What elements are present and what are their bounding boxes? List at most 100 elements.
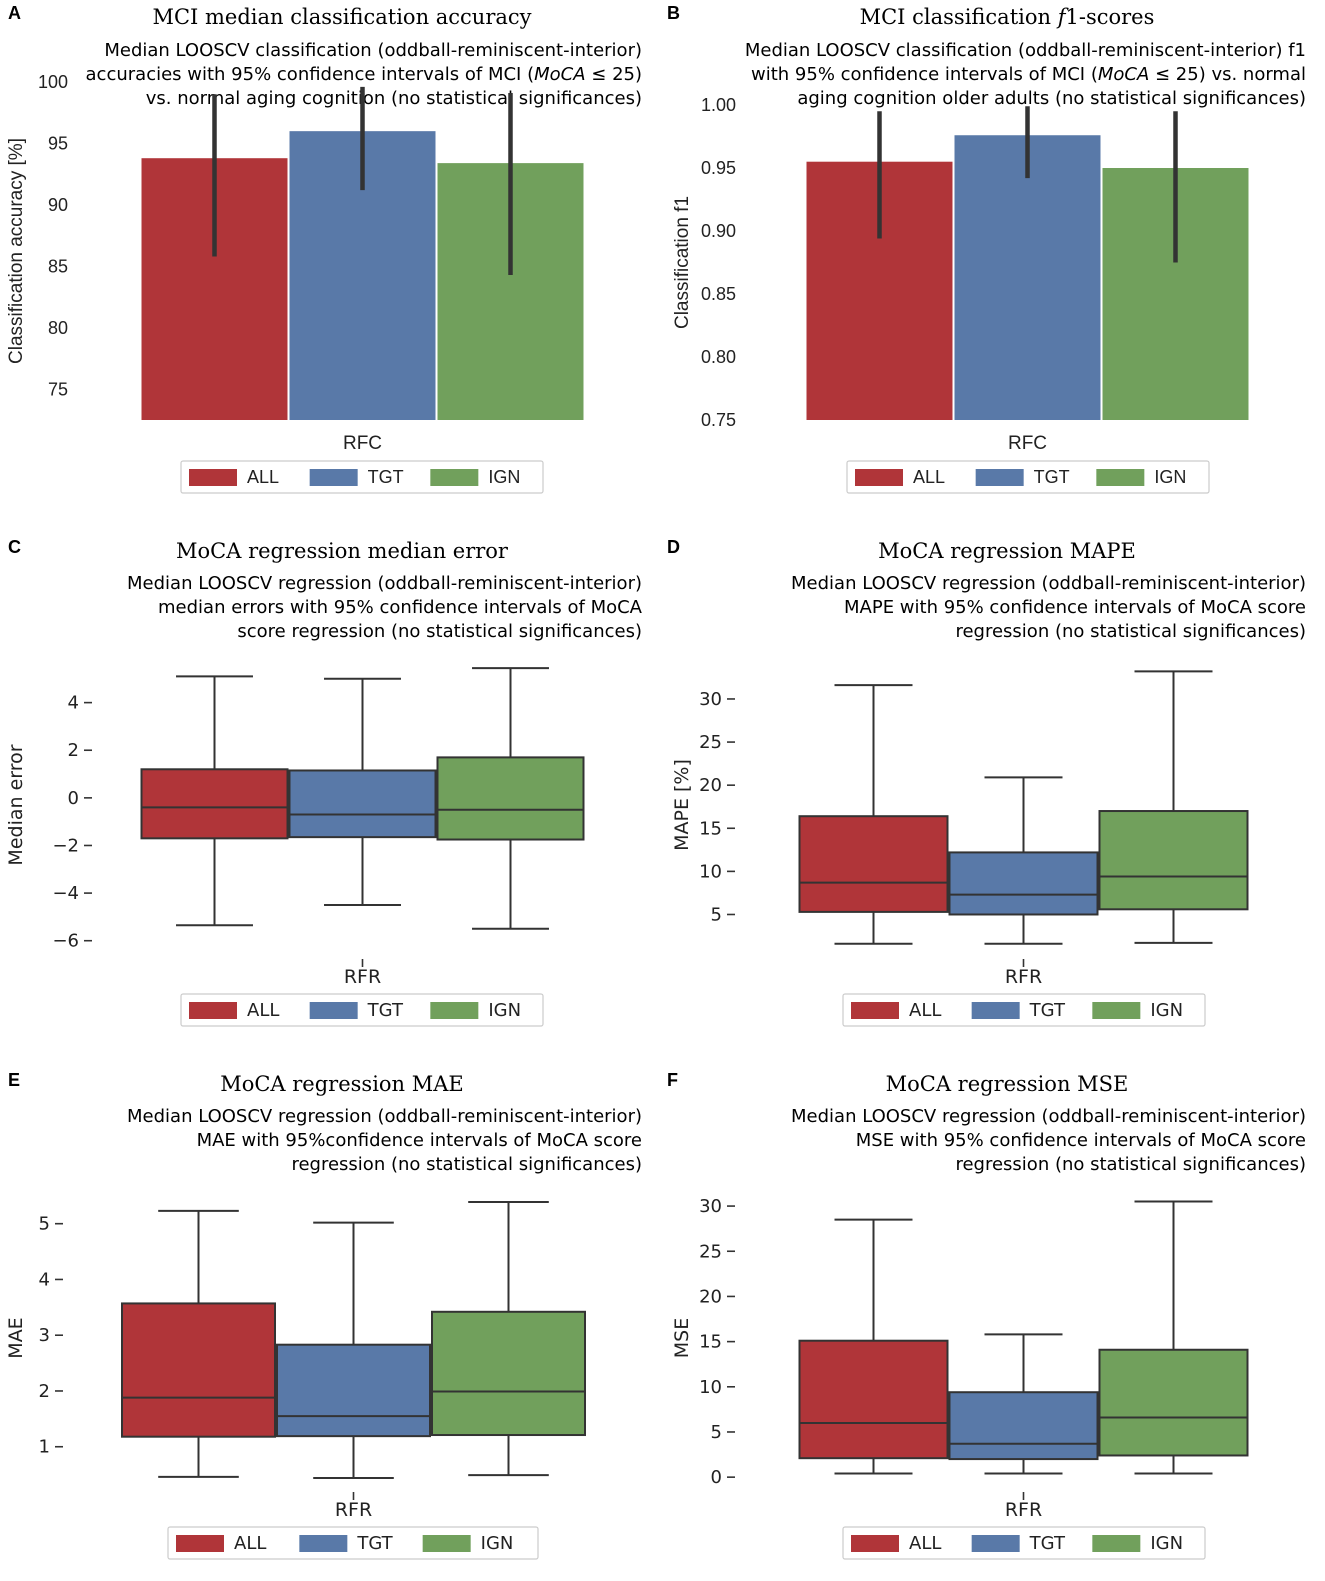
box-tgt bbox=[288, 769, 437, 839]
legend-swatch-tgt bbox=[309, 469, 358, 486]
legend-label-all: ALL bbox=[247, 467, 279, 487]
x-axis-label: RFC bbox=[1008, 433, 1047, 454]
y-tick-label: 80 bbox=[48, 318, 68, 338]
chart-subtitle-line: Median LOOSCV classification (oddball-re… bbox=[104, 40, 642, 61]
legend: ALL TGT IGN bbox=[846, 460, 1210, 494]
legend: ALL TGT IGN bbox=[842, 993, 1206, 1027]
box-tgt bbox=[276, 1343, 431, 1438]
y-tick-label: 25 bbox=[699, 732, 722, 753]
legend-swatch-all bbox=[851, 1535, 899, 1552]
y-tick-label: 100 bbox=[38, 72, 68, 92]
legend-label-ign: IGN bbox=[488, 1000, 521, 1021]
legend-swatch-all bbox=[189, 469, 237, 486]
y-tick-label: 75 bbox=[48, 379, 68, 399]
y-tick-label: 25 bbox=[699, 1241, 722, 1262]
legend: ALL TGT IGN bbox=[180, 460, 544, 494]
panel-letter: E bbox=[8, 1070, 20, 1090]
y-axis-label: Median error bbox=[5, 744, 27, 865]
panel-letter: C bbox=[8, 537, 21, 557]
chart-subtitle-line: regression (no statistical significances… bbox=[291, 1154, 642, 1175]
chart-subtitle-line: Median LOOSCV regression (oddball-remini… bbox=[127, 573, 642, 594]
y-tick-label: 1.00 bbox=[701, 95, 736, 115]
legend-label-all: ALL bbox=[234, 1533, 266, 1554]
panel-letter: F bbox=[667, 1070, 678, 1090]
y-tick-label: 0.90 bbox=[701, 221, 736, 241]
chart-panel-f: F MoCA regression MSE Median LOOSCV regres… bbox=[667, 1070, 1306, 1560]
legend-label-ign: IGN bbox=[488, 467, 520, 487]
chart-subtitle-line: aging cognition older adults (no statist… bbox=[797, 88, 1306, 109]
y-axis-label: MAPE [%] bbox=[671, 759, 693, 851]
y-tick-label: 20 bbox=[699, 775, 722, 796]
legend-swatch-ign bbox=[422, 1535, 471, 1552]
legend-label-tgt: TGT bbox=[1029, 1533, 1066, 1554]
y-tick-label: 90 bbox=[48, 195, 68, 215]
panel-letter: B bbox=[667, 3, 680, 23]
x-axis-label: RFC bbox=[343, 433, 382, 454]
legend-label-all: ALL bbox=[247, 1000, 279, 1021]
y-tick-label: 0 bbox=[711, 1467, 722, 1488]
legend-label-tgt: TGT bbox=[356, 1533, 393, 1554]
legend-label-ign: IGN bbox=[1154, 467, 1186, 487]
legend-label-ign: IGN bbox=[481, 1533, 514, 1554]
y-tick-label: −4 bbox=[52, 883, 79, 904]
legend-swatch-ign bbox=[1092, 1002, 1141, 1019]
chart-subtitle-line: MAPE with 95% confidence intervals of Mo… bbox=[844, 597, 1306, 618]
y-tick-label: 15 bbox=[699, 1332, 722, 1353]
legend: ALL TGT IGN bbox=[180, 993, 544, 1027]
legend-label-tgt: TGT bbox=[1034, 467, 1070, 487]
chart-title: MoCA regression MSE bbox=[886, 1072, 1129, 1096]
y-tick-label: 0.75 bbox=[701, 410, 736, 430]
panel-letter: D bbox=[667, 537, 680, 557]
legend-swatch-ign bbox=[430, 1002, 479, 1019]
y-tick-label: 5 bbox=[39, 1214, 50, 1235]
y-tick-label: 15 bbox=[699, 818, 722, 839]
chart-title: MoCA regression MAPE bbox=[878, 539, 1136, 563]
chart-subtitle-line: Median LOOSCV regression (oddball-remini… bbox=[791, 1106, 1306, 1127]
y-tick-label: 0 bbox=[68, 788, 79, 809]
chart-subtitle-line: vs. normal aging cognition (no statistic… bbox=[146, 88, 642, 109]
legend-swatch-tgt bbox=[299, 1535, 348, 1552]
panel-letter: A bbox=[8, 3, 21, 23]
chart-panel-c: C MoCA regression median error Median LOOS… bbox=[5, 537, 643, 1027]
legend-label-ign: IGN bbox=[1150, 1533, 1183, 1554]
legend-swatch-tgt bbox=[309, 1002, 358, 1019]
box-ign bbox=[1098, 810, 1249, 911]
y-axis-label: MSE bbox=[671, 1318, 693, 1358]
legend-swatch-all bbox=[189, 1002, 237, 1019]
box-all bbox=[798, 815, 949, 913]
y-tick-label: 3 bbox=[39, 1325, 50, 1346]
chart-subtitle-line: MSE with 95% confidence intervals of MoC… bbox=[856, 1130, 1306, 1151]
chart-subtitle-line: Median LOOSCV regression (oddball-remini… bbox=[127, 1106, 642, 1127]
y-tick-label: 10 bbox=[699, 861, 722, 882]
box-all bbox=[121, 1302, 276, 1438]
y-axis-label: MAE bbox=[5, 1317, 27, 1358]
chart-panel-b: B MCI classification f1-scores Median LOOS… bbox=[667, 3, 1306, 494]
box-ign bbox=[431, 1310, 586, 1437]
y-tick-label: 4 bbox=[68, 693, 79, 714]
y-tick-label: −2 bbox=[52, 835, 79, 856]
legend-swatch-all bbox=[176, 1535, 224, 1552]
chart-subtitle-line: Median LOOSCV regression (oddball-remini… bbox=[791, 573, 1306, 594]
chart-panel-a: A MCI median classification accuracy Media… bbox=[6, 3, 642, 494]
box-ign bbox=[1098, 1348, 1249, 1457]
y-tick-label: 1 bbox=[39, 1437, 50, 1458]
y-tick-label: 0.95 bbox=[701, 158, 736, 178]
legend: ALL TGT IGN bbox=[842, 1526, 1206, 1560]
y-tick-label: 30 bbox=[699, 1196, 722, 1217]
legend-swatch-tgt bbox=[975, 469, 1024, 486]
chart-subtitle-line: accuracies with 95% confidence intervals… bbox=[86, 64, 642, 85]
legend-label-tgt: TGT bbox=[368, 467, 404, 487]
y-tick-label: 95 bbox=[48, 133, 68, 153]
y-tick-label: −6 bbox=[52, 931, 79, 952]
legend-swatch-tgt bbox=[971, 1535, 1020, 1552]
x-axis-label: RFR bbox=[344, 966, 381, 988]
chart-title: MoCA regression MAE bbox=[220, 1072, 464, 1096]
legend-swatch-tgt bbox=[971, 1002, 1020, 1019]
chart-subtitle-line: regression (no statistical significances… bbox=[955, 1154, 1306, 1175]
chart-subtitle-line: Median LOOSCV classification (oddball-re… bbox=[745, 40, 1306, 61]
box-all bbox=[798, 1339, 949, 1460]
chart-panel-d: D MoCA regression MAPE Median LOOSCV regre… bbox=[667, 537, 1306, 1027]
y-tick-label: 10 bbox=[699, 1377, 722, 1398]
y-tick-label: 5 bbox=[711, 904, 722, 925]
